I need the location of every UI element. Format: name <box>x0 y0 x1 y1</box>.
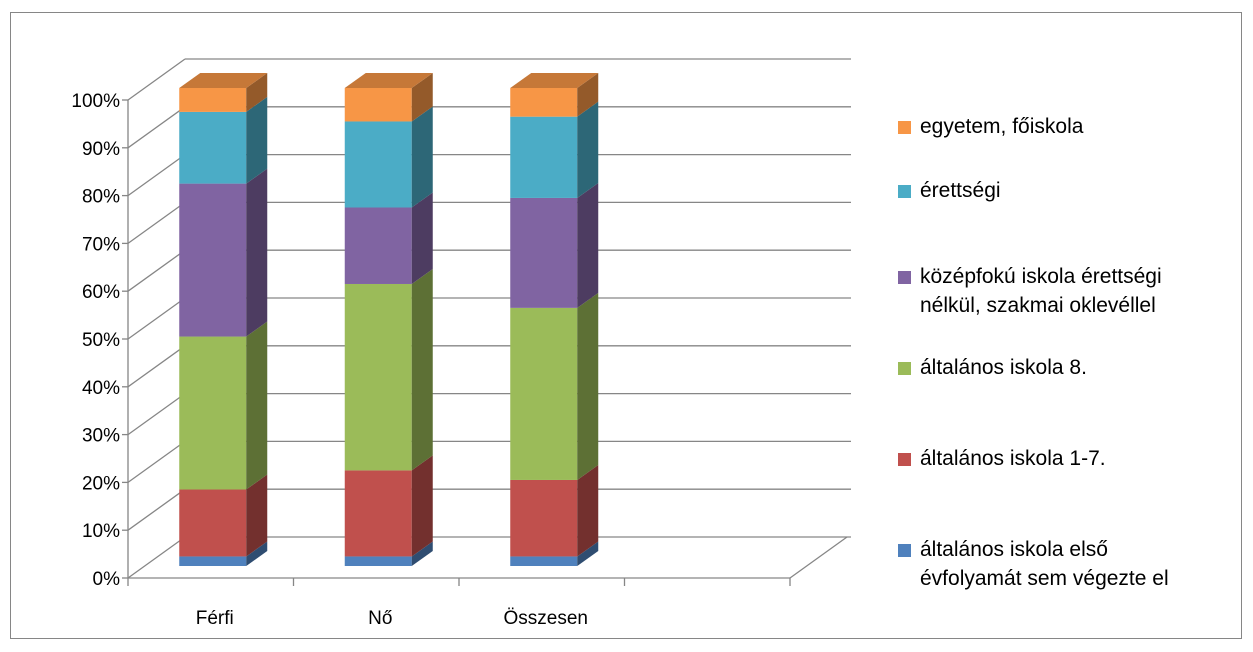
bar-segment-side <box>411 192 433 284</box>
legend-swatch <box>898 271 911 284</box>
legend-label: általános iskola első <box>920 538 1108 561</box>
bar-segment <box>510 307 578 480</box>
bar-segment-side <box>246 73 268 112</box>
bar-segment-side <box>577 541 599 566</box>
bar-segment <box>179 336 247 490</box>
bar-segment-side <box>411 73 433 122</box>
y-tick-label: 60% <box>82 282 120 303</box>
bar-segment <box>510 197 578 308</box>
bar-segment-side <box>246 474 268 557</box>
y-tick-label: 30% <box>82 426 120 447</box>
bar-segment <box>344 556 412 566</box>
bar-segment <box>344 283 412 471</box>
bar-segment <box>179 489 247 557</box>
legend-swatch <box>898 121 911 134</box>
gridline-side <box>127 536 186 579</box>
legend-swatch <box>898 185 911 198</box>
bar-segment-side <box>411 106 433 208</box>
legend-label: általános iskola 1-7. <box>920 447 1106 470</box>
bar-segment-side <box>577 182 599 308</box>
y-tick-label: 90% <box>82 139 120 160</box>
bar-segment <box>179 111 247 184</box>
bar-segment-side <box>577 292 599 480</box>
bar-segment <box>344 88 412 122</box>
gridline-side <box>127 154 186 197</box>
y-tick-label: 20% <box>82 473 120 494</box>
bar-segment-side <box>246 321 268 490</box>
legend-label: érettségi <box>920 179 1001 202</box>
y-tick-label: 80% <box>82 187 120 208</box>
bar-segment-side <box>411 541 433 566</box>
bar-segment <box>179 183 247 337</box>
legend-item-elso-evfolyam: általános iskola első évfolyamát sem vég… <box>898 535 1169 593</box>
y-tick-label: 100% <box>71 91 120 112</box>
bar-segment-side <box>411 268 433 471</box>
floor-edge <box>789 536 848 579</box>
bar-segment <box>510 116 578 198</box>
legend-label-line2: évfolyamát sem végezte el <box>920 567 1169 590</box>
bar-segment <box>510 556 578 566</box>
legend-item-kozepfoku: középfokú iskola érettségi nélkül, szakm… <box>898 262 1162 320</box>
bar-segment <box>344 470 412 557</box>
legend-label: általános iskola 8. <box>920 356 1087 379</box>
gridline-side <box>127 106 186 149</box>
legend: egyetem, főiskola érettségi középfokú is… <box>898 0 1248 652</box>
legend-label: középfokú iskola érettségi <box>920 265 1162 288</box>
bar-segment-top <box>179 73 268 88</box>
bar-segment-top <box>344 73 433 88</box>
gridline-side <box>127 249 186 292</box>
bar-segment-side <box>577 464 599 557</box>
bar-segment-side <box>246 541 268 566</box>
legend-swatch <box>898 362 911 375</box>
x-tick-label: Összesen <box>504 608 588 629</box>
legend-swatch <box>898 544 911 557</box>
y-tick-label: 0% <box>93 569 121 590</box>
legend-item-altalanos-8: általános iskola 8. <box>898 353 1087 382</box>
bar-segment <box>344 207 412 284</box>
legend-item-egyetem: egyetem, főiskola <box>898 112 1083 141</box>
gridline-side <box>127 58 186 101</box>
x-tick-label: Nő <box>368 608 392 629</box>
bar-segment-side <box>246 96 268 184</box>
legend-item-erettsegi: érettségi <box>898 176 1001 205</box>
y-tick-label: 50% <box>82 330 120 351</box>
bar-segment-side <box>577 101 599 198</box>
bar-segment-side <box>411 455 433 557</box>
gridline-side <box>127 345 186 388</box>
y-tick-label: 40% <box>82 378 120 399</box>
bar-segment-top <box>510 73 599 88</box>
gridline-side <box>127 440 186 483</box>
legend-label-line2: nélkül, szakmai oklevéllel <box>920 294 1156 317</box>
bar-segment <box>179 556 247 566</box>
bar-segment-side <box>246 168 268 337</box>
gridline-side <box>127 488 186 531</box>
bar-segment <box>179 88 247 112</box>
gridline-side <box>127 297 186 340</box>
gridline-side <box>127 201 186 244</box>
y-tick-label: 70% <box>82 234 120 255</box>
bar-segment <box>510 479 578 557</box>
gridline-side <box>127 393 186 436</box>
legend-item-altalanos-1-7: általános iskola 1-7. <box>898 444 1106 473</box>
legend-swatch <box>898 453 911 466</box>
bar-segment-side <box>577 73 599 117</box>
bar-segment <box>344 121 412 208</box>
x-tick-label: Férfi <box>196 608 234 629</box>
y-tick-label: 10% <box>82 521 120 542</box>
legend-label: egyetem, főiskola <box>920 115 1084 138</box>
bar-segment <box>510 88 578 117</box>
